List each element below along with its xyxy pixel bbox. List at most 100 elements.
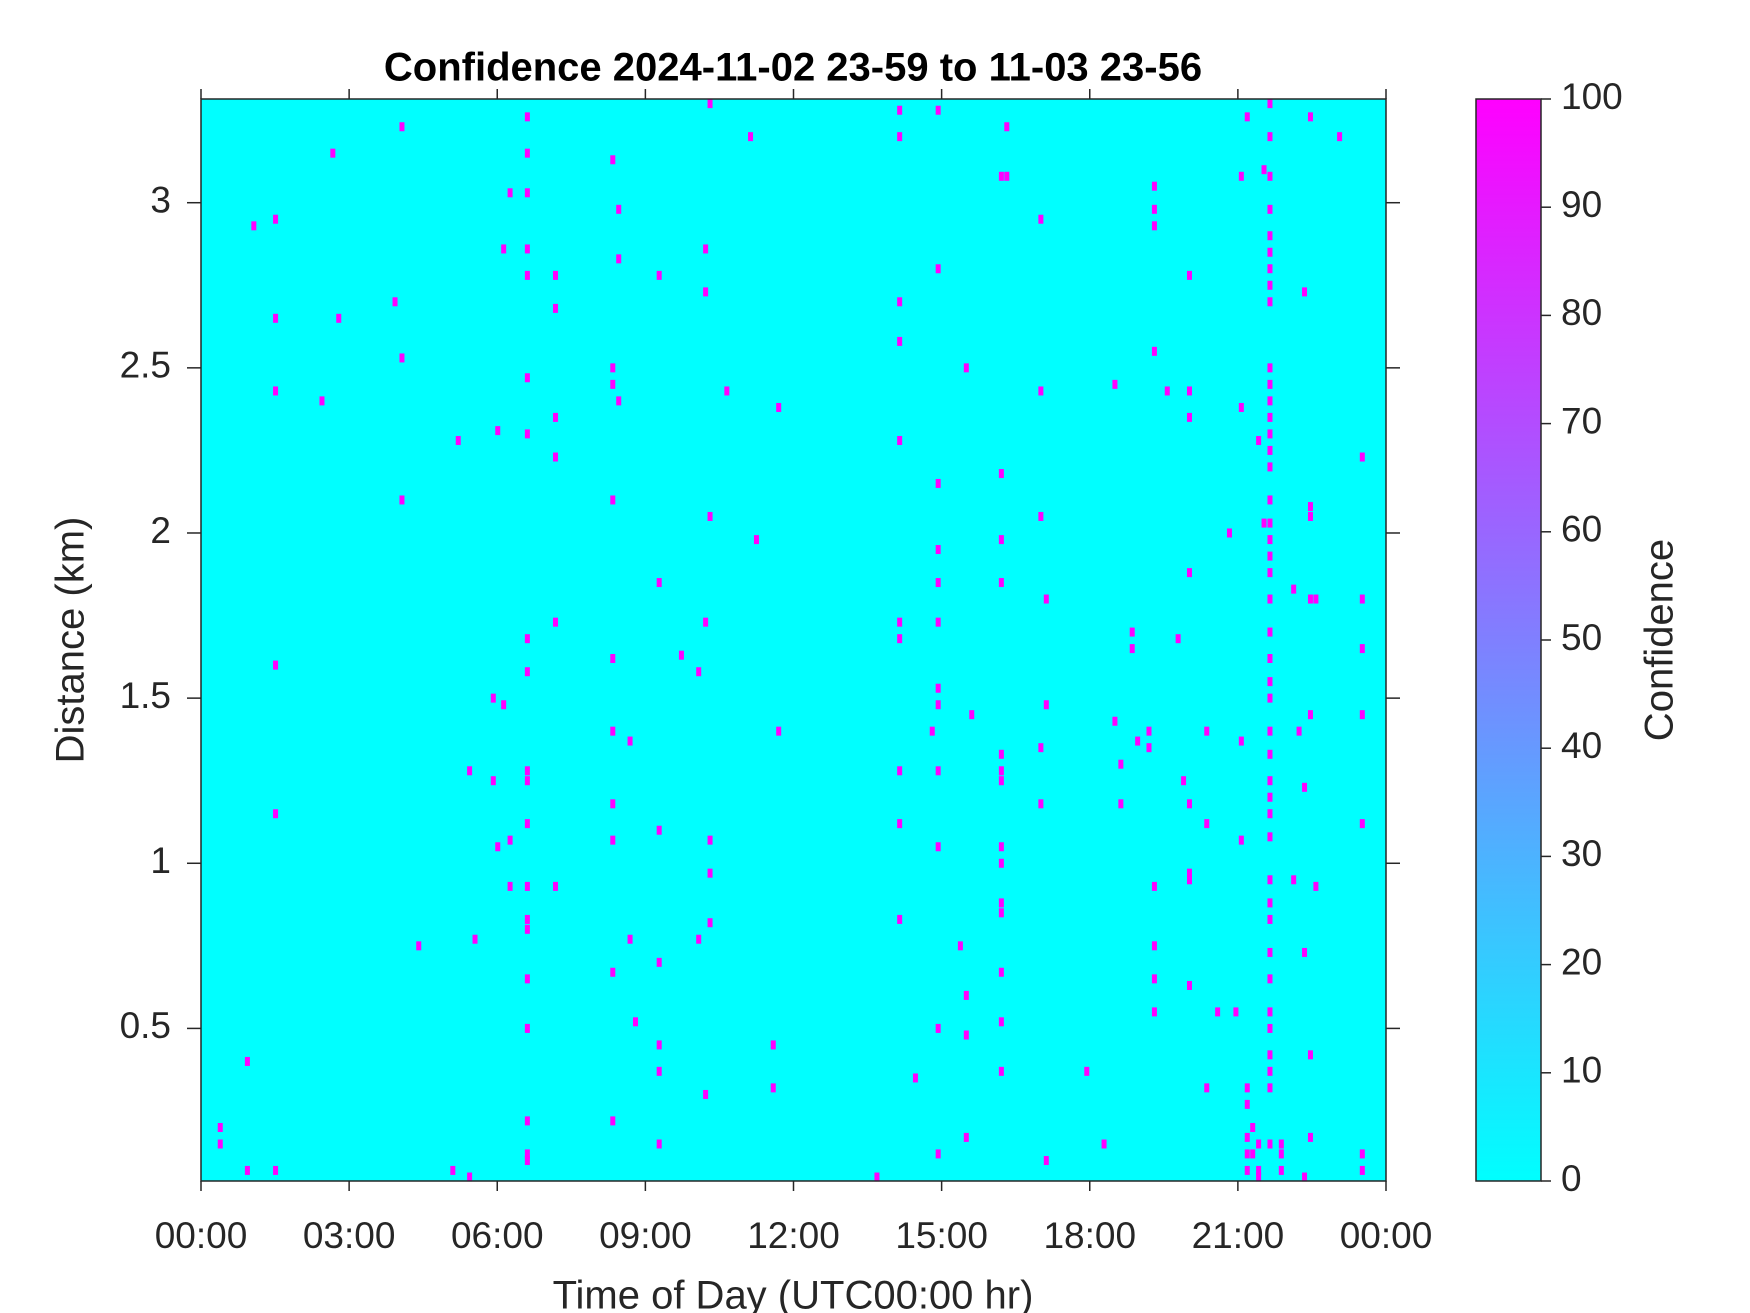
heatmap-cell	[524, 270, 530, 280]
heatmap-cell	[1186, 568, 1192, 578]
heatmap-cell	[1204, 1083, 1210, 1093]
heatmap-cell	[1238, 736, 1244, 746]
heatmap-cell	[998, 967, 1004, 977]
heatmap-cell	[616, 204, 622, 214]
heatmap-cell	[524, 1149, 530, 1159]
heatmap-cell	[1267, 809, 1273, 819]
heatmap-cell	[490, 693, 496, 703]
heatmap-cell	[610, 835, 616, 845]
heatmap-cell	[1129, 627, 1135, 637]
colorbar-tick-label: 90	[1561, 184, 1602, 225]
heatmap-cell	[1267, 693, 1273, 703]
heatmap-cell	[501, 700, 507, 710]
heatmap-cell	[507, 835, 513, 845]
heatmap-cell	[1307, 710, 1313, 720]
heatmap-cell	[935, 545, 941, 555]
heatmap-cell	[244, 1165, 250, 1175]
heatmap-cell	[1043, 700, 1049, 710]
heatmap-cell	[1267, 1023, 1273, 1033]
heatmap-cell	[1244, 1099, 1250, 1109]
heatmap-cell	[935, 264, 941, 274]
heatmap-cell	[524, 776, 530, 786]
heatmap-cell	[1244, 1132, 1250, 1142]
x-tick-label: 00:00	[1340, 1215, 1433, 1256]
heatmap-cell	[656, 578, 662, 588]
heatmap-cell	[1267, 627, 1273, 637]
heatmap-cell	[1151, 221, 1157, 231]
y-tick-label: 2	[150, 510, 171, 551]
heatmap-cell	[1307, 1132, 1313, 1142]
heatmap-cell	[998, 1066, 1004, 1076]
heatmap-cell	[399, 495, 405, 505]
heatmap-cell	[1359, 1149, 1365, 1159]
chart-title: Confidence 2024-11-02 23-59 to 11-03 23-…	[384, 46, 1202, 90]
heatmap-cell	[707, 918, 713, 928]
heatmap-cell	[963, 363, 969, 373]
heatmap-cell	[897, 634, 903, 644]
heatmap-cell	[998, 1017, 1004, 1027]
x-tick-label: 03:00	[303, 1215, 396, 1256]
heatmap-cell	[1337, 132, 1343, 142]
heatmap-cell	[1307, 511, 1313, 521]
heatmap-cell	[610, 379, 616, 389]
heatmap-cell	[1267, 1139, 1273, 1149]
heatmap-cell	[897, 336, 903, 346]
heatmap-cell	[1267, 429, 1273, 439]
heatmap-cell	[1267, 363, 1273, 373]
heatmap-cell	[1151, 881, 1157, 891]
heatmap-cell	[610, 967, 616, 977]
heatmap-cell	[319, 396, 325, 406]
heatmap-cell	[1267, 1083, 1273, 1093]
x-tick-label: 09:00	[599, 1215, 692, 1256]
heatmap-cell	[553, 452, 559, 462]
heatmap-cell	[1164, 386, 1170, 396]
heatmap-cell	[935, 766, 941, 776]
heatmap-cell	[1307, 594, 1313, 604]
heatmap-cell	[1267, 412, 1273, 422]
heatmap-cell	[244, 1056, 250, 1066]
y-tick-label: 0.5	[120, 1005, 171, 1046]
heatmap-cell	[1267, 1050, 1273, 1060]
heatmap-cell	[1244, 1165, 1250, 1175]
heatmap-cell	[753, 535, 759, 545]
heatmap-cell	[399, 353, 405, 363]
heatmap-cell	[935, 683, 941, 693]
heatmap-cell	[935, 842, 941, 852]
heatmap-cell	[524, 766, 530, 776]
heatmap-cell	[1267, 749, 1273, 759]
heatmap-cell	[1302, 1172, 1308, 1182]
heatmap-cell	[1267, 231, 1273, 241]
heatmap-cell	[1267, 445, 1273, 455]
heatmap-cell	[1267, 568, 1273, 578]
heatmap-cell	[1307, 502, 1313, 512]
heatmap-cell	[1267, 947, 1273, 957]
heatmap-cell	[707, 868, 713, 878]
heatmap-cell	[1112, 379, 1118, 389]
heatmap-cell	[553, 412, 559, 422]
colorbar	[1475, 98, 1542, 1182]
heatmap-cell	[703, 244, 709, 254]
heatmap-cell	[1038, 214, 1044, 224]
x-axis-label: Time of Day (UTC00:00 hr)	[553, 1274, 1034, 1313]
x-tick-label: 12:00	[747, 1215, 840, 1256]
y-tick-label: 2.5	[120, 345, 171, 386]
heatmap-cell	[627, 934, 633, 944]
heatmap-cell	[897, 617, 903, 627]
heatmap-cell	[1261, 165, 1267, 175]
heatmap-cell	[1256, 1139, 1262, 1149]
heatmap-cell	[656, 825, 662, 835]
heatmap-cell	[935, 617, 941, 627]
heatmap-cell	[998, 776, 1004, 786]
colorbar-tick-label: 40	[1561, 725, 1602, 766]
heatmap-cell	[1359, 594, 1365, 604]
heatmap-cell	[1267, 535, 1273, 545]
colorbar-tick-label: 50	[1561, 617, 1602, 658]
colorbar-tick-label: 30	[1561, 833, 1602, 874]
y-axis-label: Distance (km)	[49, 517, 93, 764]
heatmap-cell	[963, 1132, 969, 1142]
heatmap-cell	[416, 941, 422, 951]
heatmap-cell	[656, 1139, 662, 1149]
heatmap-cell	[656, 1066, 662, 1076]
heatmap-cell	[1267, 653, 1273, 663]
heatmap-cell	[1186, 412, 1192, 422]
